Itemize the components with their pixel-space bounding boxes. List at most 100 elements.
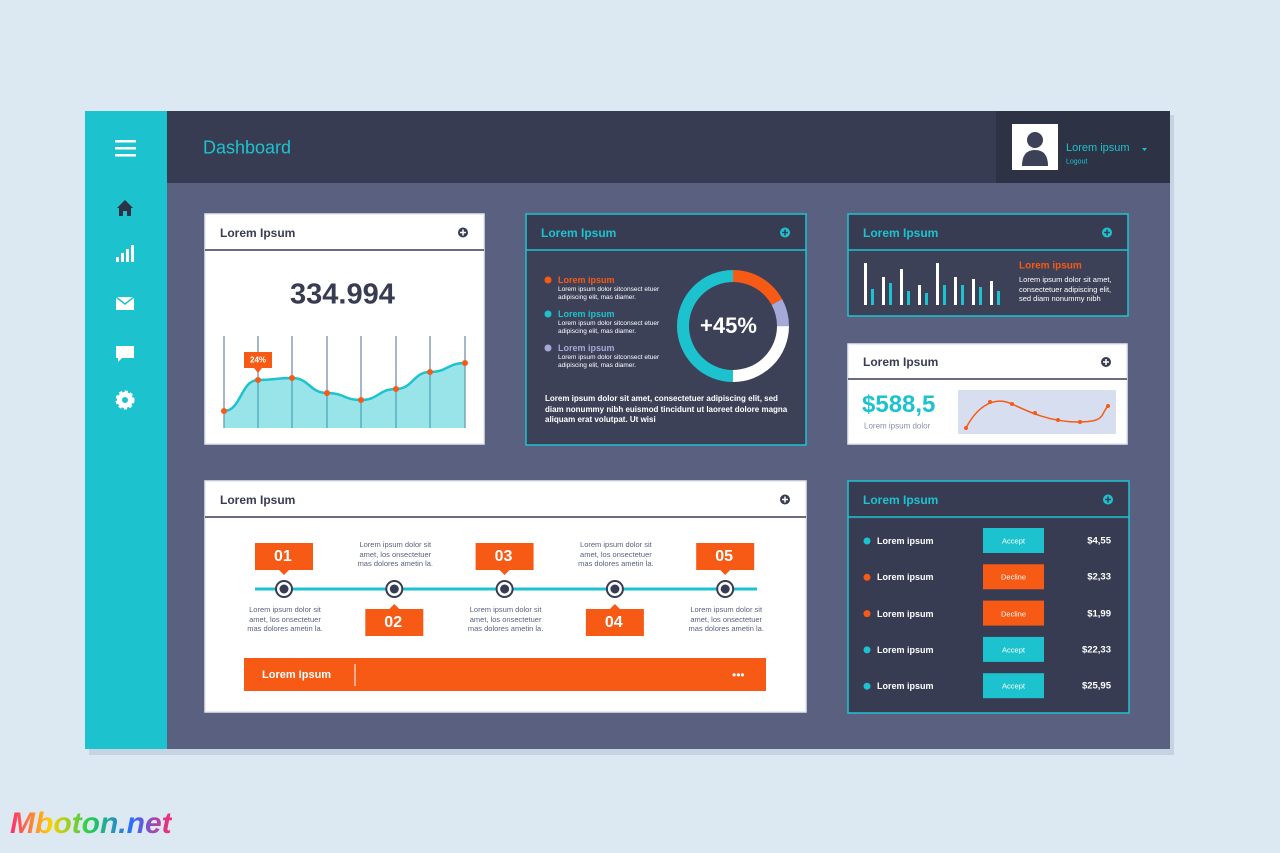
step-text: Lorem ipsum dolor sit amet, los onsectet… <box>467 605 544 633</box>
mini-bar <box>936 263 939 305</box>
step-badge <box>255 543 313 570</box>
area-point <box>324 390 330 396</box>
step-number: 01 <box>274 547 292 565</box>
step-text: Lorem ipsum dolor sit amet, los onsectet… <box>578 540 654 568</box>
list-card-header <box>849 482 1128 517</box>
mini-line <box>965 400 1109 429</box>
legend-dot <box>544 276 552 284</box>
stats-icon[interactable] <box>116 245 134 262</box>
row-button[interactable] <box>983 673 1044 699</box>
menu-icon[interactable] <box>115 140 136 157</box>
footer-bar[interactable] <box>244 658 766 691</box>
step-number: 03 <box>494 547 513 565</box>
area-point <box>221 408 227 414</box>
price-caption: Lorem ipsum dolor <box>864 421 931 431</box>
mini-bar <box>979 287 982 305</box>
area-point <box>289 375 295 381</box>
page-title: Dashboard <box>203 137 292 158</box>
row-name: Lorem ipsum <box>877 572 934 583</box>
legend-text: Lorem ipsum dolor sitconsect etuer adipi… <box>558 320 660 335</box>
row-button[interactable] <box>983 564 1044 590</box>
row-button[interactable] <box>983 600 1044 626</box>
area-point <box>255 377 261 383</box>
mini-point <box>1033 411 1037 415</box>
row-button-label[interactable]: Decline <box>1000 609 1026 619</box>
donut-segment <box>677 270 789 382</box>
area-point <box>427 369 433 375</box>
avatar-body <box>1022 150 1048 166</box>
mini-bar <box>871 289 874 305</box>
row-button-label[interactable]: Accept <box>1002 681 1025 691</box>
legend-label: Lorem ipsum <box>558 309 615 319</box>
step-badge <box>696 543 755 570</box>
donut-segment <box>677 270 789 382</box>
mini-bar <box>918 285 921 305</box>
donut-segment <box>677 270 789 382</box>
card-title: Lorem Ipsum <box>863 355 939 369</box>
mini-bar <box>997 291 1000 305</box>
mini-point <box>1106 404 1110 408</box>
legend-text: Lorem ipsum dolor sitconsect etuer adipi… <box>558 354 660 369</box>
mini-point <box>1056 418 1060 422</box>
chat-icon[interactable] <box>116 346 134 362</box>
step-text: Lorem ipsum dolor sit amet, los onsectet… <box>247 605 323 633</box>
sidebar <box>85 111 167 749</box>
badge-text: 24% <box>250 355 267 365</box>
expand-plus <box>460 229 466 236</box>
area-point <box>393 386 399 392</box>
row-name: Lorem ipsum <box>877 536 934 546</box>
footer-more[interactable]: ••• <box>732 668 745 682</box>
timeline-node-core <box>279 584 289 594</box>
step-number: 02 <box>384 613 403 631</box>
step-tip <box>720 570 731 575</box>
row-button[interactable] <box>983 636 1044 662</box>
row-button-label[interactable]: Accept <box>1002 536 1025 546</box>
card-title: Lorem Ipsum <box>220 225 296 240</box>
row-dot <box>863 573 871 581</box>
card-title: Lorem Ipsum <box>863 225 939 240</box>
expand-plus <box>1103 359 1109 365</box>
legend-label: Lorem ipsum <box>558 275 615 285</box>
legend-label: Lorem ipsum <box>558 343 615 353</box>
badge <box>244 352 272 368</box>
mini-point <box>964 426 968 430</box>
area-point <box>462 360 468 366</box>
donut-label: +45% <box>700 313 757 338</box>
card-title: Lorem Ipsum <box>541 225 617 240</box>
expand-plus <box>1105 496 1111 503</box>
row-button[interactable] <box>983 528 1044 553</box>
mini-bar <box>943 285 946 305</box>
row-dot <box>863 682 871 690</box>
mini-bar <box>907 291 910 305</box>
logout-link[interactable]: Logout <box>1066 158 1088 166</box>
expand-plus <box>1104 229 1110 236</box>
badge-tip <box>254 368 262 373</box>
settings-icon[interactable] <box>115 390 135 410</box>
bars-subtitle: Lorem ipsum <box>1019 260 1082 272</box>
row-button-label[interactable]: Accept <box>1002 645 1025 655</box>
caret[interactable] <box>1142 148 1147 151</box>
avatar-head <box>1027 132 1043 148</box>
row-name: Lorem ipsum <box>877 608 934 619</box>
row-dot <box>863 646 871 654</box>
row-dot <box>863 610 871 618</box>
mail-icon[interactable] <box>115 296 135 310</box>
card-title: Lorem Ipsum <box>220 492 296 507</box>
area-point <box>358 397 364 403</box>
stat-card <box>204 213 485 445</box>
home-icon[interactable] <box>117 200 133 216</box>
mini-point <box>1010 402 1014 406</box>
price-value: $588,5 <box>862 391 936 418</box>
timeline-card-header <box>206 482 805 517</box>
mini-bar <box>882 277 885 305</box>
mini-bar <box>972 279 975 305</box>
step-number: 05 <box>715 547 733 565</box>
mini-bar <box>864 263 867 305</box>
legend-dot <box>544 310 552 318</box>
step-tip <box>279 570 289 575</box>
row-button-label[interactable]: Decline <box>1000 572 1026 582</box>
row-amount: $2,33 <box>1087 571 1111 583</box>
user-name[interactable]: Lorem ipsum <box>1066 142 1130 154</box>
donut-paragraph: Lorem ipsum dolor sit amet, consectetuer… <box>545 394 788 424</box>
